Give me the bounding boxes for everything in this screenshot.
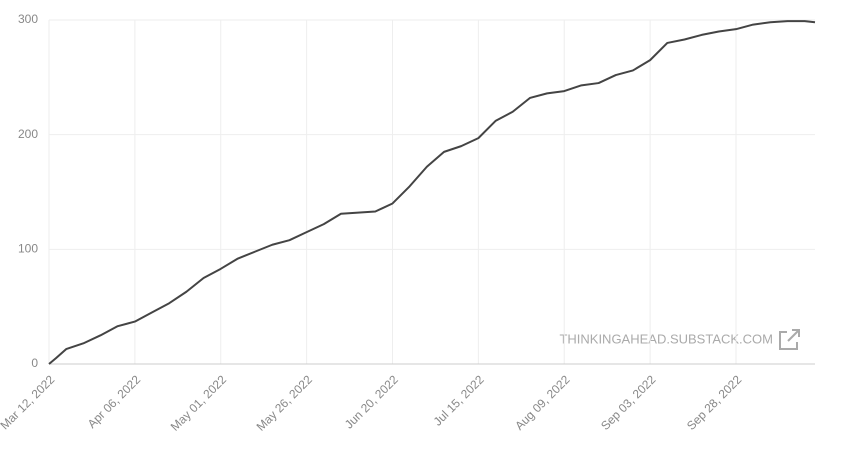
data-line: [48, 20, 816, 365]
x-tick-label: Jun 20, 2022: [342, 372, 401, 431]
y-tick-label: 0: [31, 356, 38, 370]
external-link-icon: [779, 329, 800, 350]
watermark: THINKINGAHEAD.SUBSTACK.COM: [559, 331, 773, 346]
y-tick-label: 300: [18, 12, 38, 26]
x-tick-label: May 01, 2022: [168, 372, 230, 434]
x-tick-label: Sep 03, 2022: [598, 372, 659, 433]
y-tick-label: 200: [18, 127, 38, 141]
x-tick-label: Sep 28, 2022: [684, 372, 745, 433]
x-tick-label: Mar 12, 2022: [0, 372, 58, 432]
y-tick-label: 100: [18, 242, 38, 256]
x-tick-label: Apr 06, 2022: [85, 372, 144, 431]
x-tick-label: Aug 09, 2022: [512, 372, 573, 433]
x-tick-label: Jul 15, 2022: [431, 372, 487, 428]
x-tick-label: May 26, 2022: [254, 372, 316, 434]
